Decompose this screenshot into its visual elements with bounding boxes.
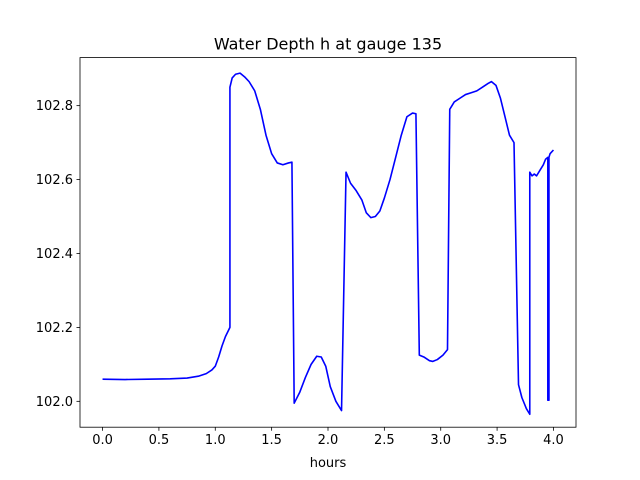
- y-tick-label: 102.0: [36, 395, 73, 410]
- y-tick-label: 102.6: [36, 173, 73, 188]
- x-tick-label: 0.5: [149, 433, 170, 448]
- x-axis-label: hours: [310, 456, 347, 471]
- series-layer: [102, 72, 555, 416]
- series-line-0: [102, 72, 555, 416]
- chart-title: Water Depth h at gauge 135: [214, 35, 442, 54]
- x-tick-label: 4.0: [543, 433, 564, 448]
- x-tick-label: 3.0: [430, 433, 451, 448]
- x-tick-label: 0.0: [92, 433, 113, 448]
- y-tick-label: 102.2: [36, 321, 73, 336]
- y-axis: 102.0 102.2 102.4 102.6 102.8: [36, 99, 80, 410]
- x-axis: 0.0 0.5 1.0 1.5 2.0 2.5 3.0 3.5 4.0: [92, 427, 564, 448]
- plot-area-frame: [79, 57, 577, 428]
- y-tick-label: 102.8: [36, 99, 73, 114]
- x-tick-label: 2.0: [318, 433, 339, 448]
- x-tick-label: 3.5: [487, 433, 508, 448]
- x-tick-label: 1.5: [261, 433, 282, 448]
- x-tick-label: 1.0: [205, 433, 226, 448]
- y-tick-label: 102.4: [36, 247, 73, 262]
- x-tick-label: 2.5: [374, 433, 395, 448]
